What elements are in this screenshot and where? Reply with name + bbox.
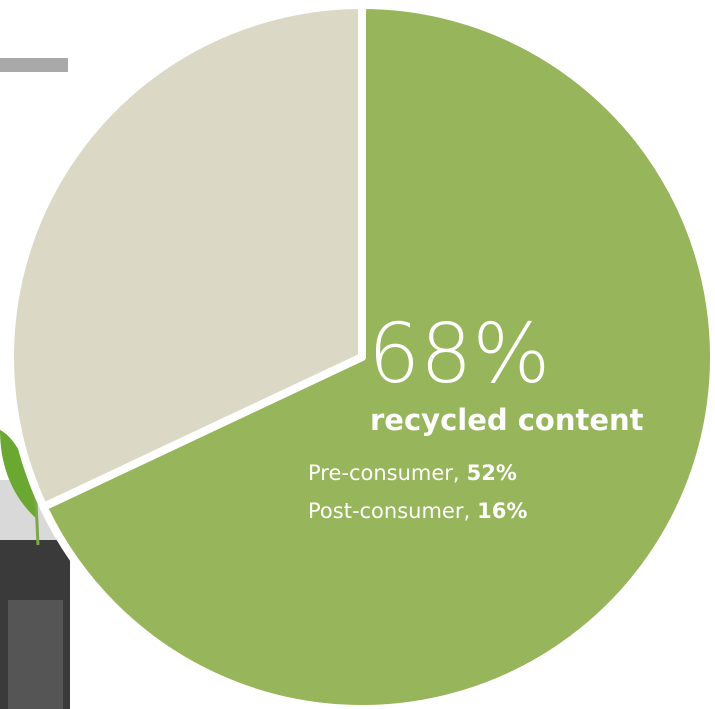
breakdown-line: Pre-consumer, 52% [308, 461, 517, 485]
leaf [0, 430, 38, 520]
printer-panel [8, 600, 63, 709]
pie-slice [39, 1, 715, 709]
breakdown-name: Pre-consumer, [308, 461, 460, 485]
breakdown: Pre-consumer, 52% Post-consumer, 16% [308, 461, 527, 523]
gray-bar [0, 58, 68, 72]
pie [6, 1, 715, 709]
breakdown-line: Post-consumer, 16% [308, 499, 527, 523]
breakdown-name: Post-consumer, [308, 499, 470, 523]
breakdown-value: 52% [467, 461, 517, 485]
slice-label: recycled content [370, 403, 644, 437]
pie-slice [6, 1, 366, 511]
breakdown-value: 16% [477, 499, 527, 523]
value-label: 68% [368, 307, 550, 402]
